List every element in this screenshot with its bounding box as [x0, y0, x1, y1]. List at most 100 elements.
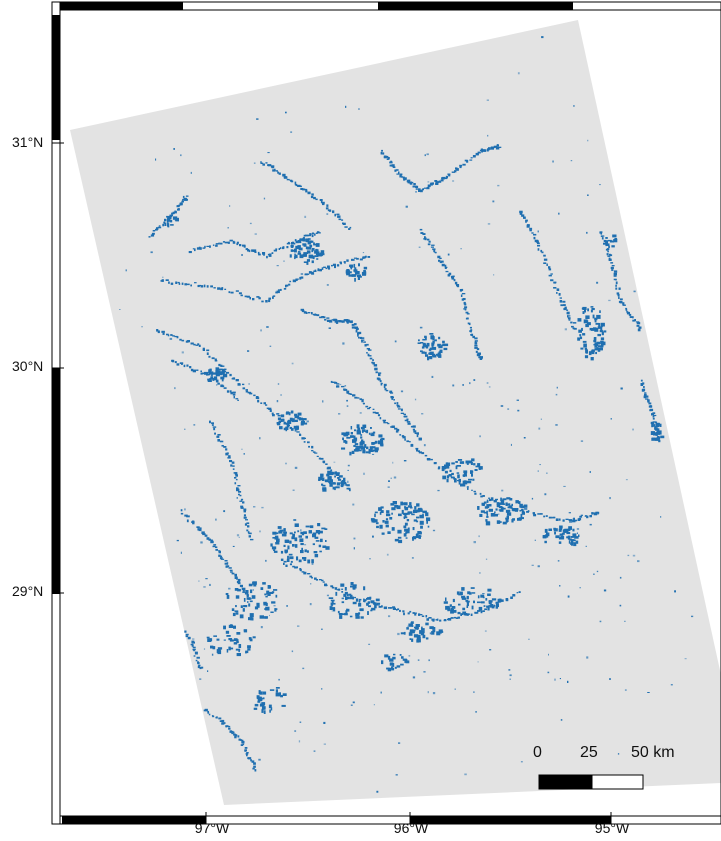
river-dot: [291, 241, 295, 243]
river-dot: [460, 294, 463, 297]
water-patch: [463, 474, 465, 477]
river-dot: [482, 495, 485, 497]
water-patch: [164, 222, 167, 226]
river-dot: [207, 710, 209, 713]
river-dot: [466, 313, 470, 315]
river-dot: [408, 181, 413, 184]
water-speckle: [229, 205, 231, 207]
river-dot: [294, 239, 297, 242]
river-dot: [213, 287, 216, 289]
river-dot: [193, 343, 196, 346]
river-dot: [397, 608, 400, 611]
water-patch: [274, 535, 279, 539]
water-patch: [410, 506, 413, 509]
river-dot: [315, 579, 319, 581]
water-patch: [420, 342, 424, 344]
water-patch: [271, 591, 275, 594]
water-speckle: [297, 625, 300, 627]
water-patch: [431, 627, 436, 630]
river-dot: [220, 555, 223, 558]
river-dot: [303, 437, 306, 439]
river-dot: [397, 406, 401, 408]
river-dot: [161, 279, 164, 282]
river-dot: [245, 248, 249, 251]
water-speckle: [291, 362, 294, 365]
river-dot: [357, 397, 360, 399]
water-patch: [416, 636, 421, 640]
water-patch: [386, 510, 390, 514]
river-dot: [567, 315, 571, 317]
water-patch: [438, 629, 443, 632]
water-patch: [391, 507, 396, 511]
water-speckle: [313, 750, 316, 752]
lat-label-30n: 30°N: [12, 358, 44, 374]
river-dot: [367, 408, 370, 410]
water-patch: [582, 333, 586, 336]
water-speckle: [309, 603, 312, 606]
river-dot: [430, 182, 433, 185]
river-dot: [352, 394, 355, 397]
river-dot: [186, 519, 189, 523]
river-dot: [385, 155, 389, 158]
water-patch: [544, 540, 547, 544]
river-dot: [211, 357, 215, 360]
river-dot: [330, 380, 333, 383]
water-patch: [580, 347, 584, 350]
river-dot: [217, 287, 220, 290]
river-dot: [220, 364, 223, 367]
river-dot: [197, 528, 200, 531]
river-dot: [389, 161, 393, 164]
water-patch: [571, 542, 574, 546]
river-dot: [334, 475, 336, 478]
river-dot: [214, 358, 217, 361]
water-patch: [412, 538, 414, 541]
river-dot: [421, 452, 425, 455]
river-dot: [276, 290, 280, 294]
river-dot: [595, 511, 598, 514]
river-dot: [435, 619, 438, 621]
river-dot: [286, 424, 290, 427]
water-patch: [422, 513, 424, 516]
river-dot: [223, 368, 227, 370]
water-patch: [228, 638, 233, 641]
river-dot: [406, 440, 410, 443]
water-patch: [471, 592, 476, 594]
river-dot: [233, 733, 236, 736]
river-dot: [344, 591, 348, 595]
water-patch: [215, 367, 220, 370]
river-dot: [230, 391, 233, 395]
water-patch: [269, 709, 271, 713]
river-dot: [218, 717, 222, 720]
water-speckle: [258, 758, 261, 761]
river-dot: [403, 413, 406, 416]
river-dot: [415, 185, 418, 188]
water-patch: [461, 595, 466, 599]
river-dot: [228, 727, 231, 730]
river-dot: [178, 204, 180, 207]
frame-seg-top-0: [60, 2, 183, 10]
water-patch: [449, 604, 452, 607]
water-patch: [374, 448, 378, 453]
water-patch: [485, 521, 491, 526]
water-speckle: [200, 541, 203, 544]
river-dot: [311, 193, 314, 196]
water-patch: [343, 481, 345, 483]
river-dot: [174, 361, 177, 364]
river-dot: [427, 184, 431, 188]
river-dot: [292, 565, 295, 568]
water-speckle: [292, 489, 295, 491]
river-dot: [565, 518, 569, 520]
river-dot: [187, 636, 191, 640]
water-patch: [320, 474, 323, 478]
water-patch: [500, 502, 505, 505]
river-dot: [222, 722, 226, 724]
water-patch: [355, 271, 357, 276]
water-speckle: [346, 399, 348, 402]
water-patch: [249, 600, 253, 603]
water-speckle: [431, 375, 434, 378]
water-patch: [474, 469, 478, 471]
river-dot: [185, 195, 189, 197]
river-dot: [336, 213, 340, 216]
river-dot: [196, 247, 201, 250]
river-dot: [176, 363, 180, 366]
